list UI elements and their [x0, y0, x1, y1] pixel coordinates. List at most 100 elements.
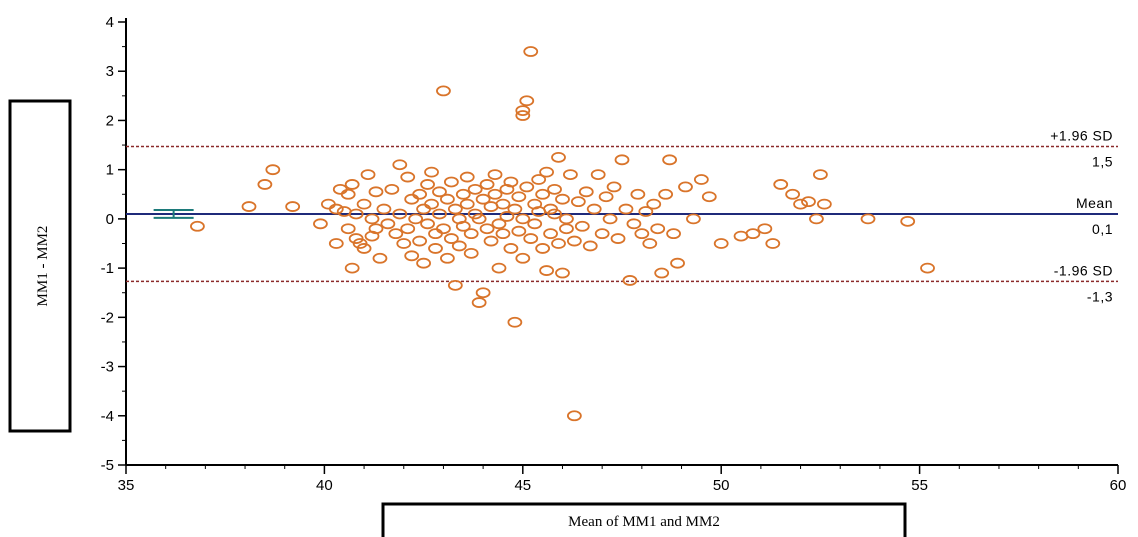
data-point [400, 223, 416, 235]
y-tick-label: -2 [101, 309, 114, 326]
data-point [701, 191, 717, 203]
data-point [487, 188, 503, 200]
x-axis-ticks: 35 40 45 50 55 60 [118, 465, 1126, 494]
data-point [420, 179, 435, 190]
data-point [420, 218, 435, 230]
upper_loa-value: 1,5 [1092, 154, 1113, 170]
data-point [539, 166, 555, 178]
data-point [773, 179, 789, 190]
data-point [559, 223, 574, 235]
data-point [519, 95, 535, 107]
data-point [555, 267, 570, 279]
y-axis-title: MM1 - MM2 [35, 226, 51, 307]
y-axis-title-box: MM1 - MM2 [8, 99, 72, 433]
data-point [443, 233, 459, 244]
data-point [495, 198, 511, 210]
x-tick-label: 40 [316, 477, 333, 494]
y-axis-ticks: 4 3 2 1 0 -1 -2 -3 -4 -5 [101, 14, 126, 474]
data-point [535, 188, 551, 200]
data-point [622, 275, 638, 286]
data-point [459, 198, 475, 210]
data-point [630, 188, 646, 200]
data-point [432, 208, 447, 220]
data-point [551, 238, 566, 249]
data-point [328, 238, 344, 249]
data-point [547, 183, 562, 195]
data-point [491, 218, 507, 230]
data-point [733, 230, 749, 242]
data-point [511, 191, 527, 203]
data-point [380, 218, 396, 230]
data-point [475, 287, 491, 299]
data-point [447, 279, 463, 291]
data-point [570, 196, 586, 208]
data-point [436, 223, 451, 235]
data-point [658, 188, 674, 200]
data-point [519, 181, 535, 193]
data-point [483, 201, 499, 212]
data-point [463, 228, 479, 240]
data-point [666, 228, 681, 240]
data-point [348, 208, 364, 220]
data-point [416, 257, 432, 269]
axes [125, 18, 1118, 466]
data-point [662, 154, 678, 166]
data-point [463, 247, 479, 259]
data-point [531, 174, 547, 185]
data-point [479, 223, 495, 235]
data-point [340, 223, 356, 235]
data-point [285, 201, 301, 212]
data-point [566, 410, 582, 422]
data-point [646, 198, 662, 210]
y-tick-label: 2 [106, 112, 114, 129]
data-point [257, 179, 273, 190]
data-point [547, 208, 562, 220]
data-point [455, 188, 471, 200]
data-point [495, 228, 511, 240]
data-point [404, 193, 420, 205]
data-point [535, 243, 551, 254]
x-tick-label: 50 [713, 477, 730, 494]
data-point [503, 243, 519, 254]
data-point [551, 151, 566, 163]
data-point [479, 179, 495, 190]
data-point [360, 169, 376, 180]
data-point [618, 203, 634, 215]
mean-label: Mean [1076, 195, 1113, 211]
data-point [440, 252, 455, 264]
data-point [443, 176, 459, 188]
data-point [332, 183, 348, 195]
data-point [515, 110, 531, 121]
data-point [578, 186, 594, 198]
data-point [574, 220, 590, 232]
data-point [471, 297, 487, 308]
data-point [515, 105, 531, 116]
x-tick-label: 35 [118, 477, 135, 494]
data-point [678, 181, 693, 193]
data-point [424, 198, 439, 210]
data-point [507, 316, 523, 328]
data-point [523, 46, 539, 57]
data-point [404, 250, 420, 262]
data-point [483, 235, 499, 247]
data-point [368, 223, 384, 235]
data-points [190, 46, 935, 422]
data-point [487, 169, 503, 180]
x-tick-label: 55 [911, 477, 928, 494]
y-tick-label: -5 [101, 457, 114, 474]
data-point [785, 188, 801, 200]
data-point [344, 262, 360, 274]
data-point [432, 186, 447, 198]
data-point [813, 169, 828, 180]
y-tick-label: 1 [106, 162, 114, 179]
data-point [654, 267, 670, 279]
x-tick-label: 45 [514, 477, 531, 494]
data-point [436, 85, 451, 97]
data-point [555, 193, 570, 205]
data-point [559, 213, 574, 225]
data-point [801, 196, 816, 208]
y-tick-label: 3 [106, 63, 114, 80]
data-point [515, 252, 531, 264]
data-point [606, 181, 622, 193]
